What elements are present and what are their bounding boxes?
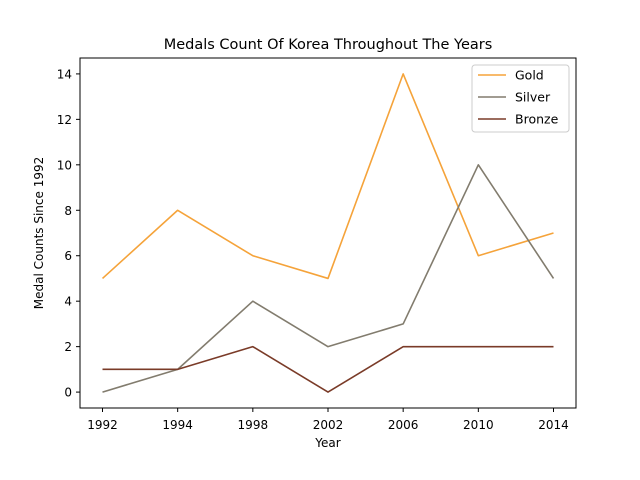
y-tick-label: 14	[57, 67, 72, 81]
legend-label-gold: Gold	[515, 68, 544, 83]
x-tick-label: 1994	[162, 418, 193, 432]
y-tick-label: 4	[64, 295, 72, 309]
x-tick-label: 2014	[538, 418, 569, 432]
legend-label-bronze: Bronze	[515, 112, 559, 127]
y-axis-label: Medal Counts Since 1992	[32, 157, 46, 309]
series-lines	[101, 73, 555, 393]
x-axis-label: Year	[314, 436, 340, 450]
series-line-bronze	[102, 345, 554, 393]
x-tick-label: 2002	[313, 418, 344, 432]
x-tick-label: 1998	[238, 418, 269, 432]
y-tick-label: 6	[64, 249, 72, 263]
x-tick-label: 1992	[87, 418, 118, 432]
legend-label-silver: Silver	[515, 90, 551, 105]
y-tick-label: 10	[57, 158, 72, 172]
chart-title: Medals Count Of Korea Throughout The Yea…	[164, 37, 493, 53]
y-axis-ticks: 0 2 4 6 8 10 12 14	[57, 67, 80, 400]
y-tick-label: 0	[64, 386, 72, 400]
x-tick-label: 2006	[388, 418, 419, 432]
plot-frame	[79, 57, 577, 409]
y-tick-label: 8	[64, 204, 72, 218]
legend-box	[471, 64, 570, 133]
x-tick-label: 2010	[463, 418, 494, 432]
x-axis-ticks: 1992 1994 1998 2002 2006 2010 2014	[87, 408, 569, 432]
y-tick-label: 12	[57, 113, 72, 127]
legend: Gold Silver Bronze	[471, 64, 570, 133]
y-tick-label: 2	[64, 340, 72, 354]
series-line-gold	[101, 73, 554, 280]
